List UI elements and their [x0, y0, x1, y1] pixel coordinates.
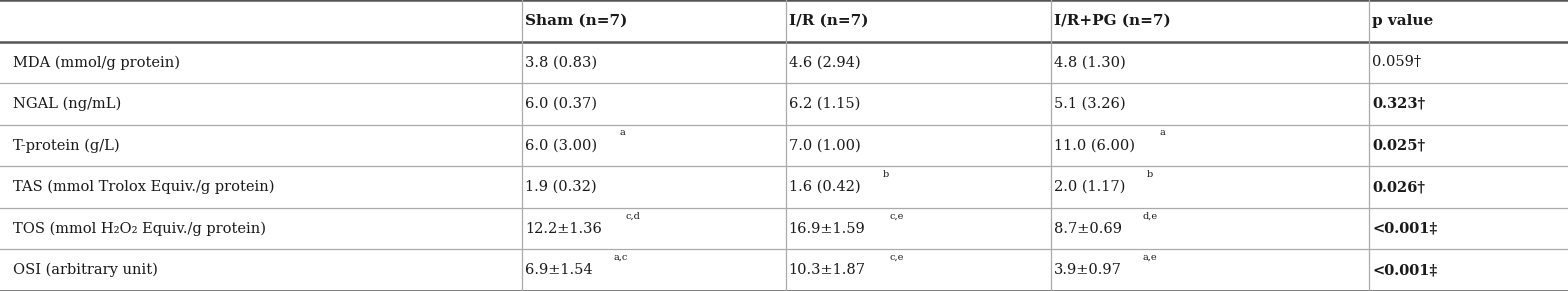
Text: a,c: a,c [613, 253, 629, 262]
Text: b: b [883, 170, 889, 179]
Text: c,d: c,d [626, 212, 641, 221]
Text: <0.001‡: <0.001‡ [1372, 263, 1438, 277]
Text: NGAL (ng/mL): NGAL (ng/mL) [13, 97, 121, 111]
Text: <0.001‡: <0.001‡ [1372, 222, 1438, 236]
Text: 12.2±1.36: 12.2±1.36 [525, 222, 602, 236]
Text: p value: p value [1372, 14, 1433, 28]
Text: 6.0 (0.37): 6.0 (0.37) [525, 97, 597, 111]
Text: Sham (n=7): Sham (n=7) [525, 14, 627, 28]
Text: 6.2 (1.15): 6.2 (1.15) [789, 97, 861, 111]
Text: 6.0 (3.00): 6.0 (3.00) [525, 139, 597, 152]
Text: I/R+PG (n=7): I/R+PG (n=7) [1054, 14, 1170, 28]
Text: 0.059†: 0.059† [1372, 55, 1421, 69]
Text: c,e: c,e [889, 212, 903, 221]
Text: 0.025†: 0.025† [1372, 139, 1425, 152]
Text: 16.9±1.59: 16.9±1.59 [789, 222, 866, 236]
Text: 5.1 (3.26): 5.1 (3.26) [1054, 97, 1126, 111]
Text: 10.3±1.87: 10.3±1.87 [789, 263, 866, 277]
Text: 2.0 (1.17): 2.0 (1.17) [1054, 180, 1126, 194]
Text: TOS (mmol H₂O₂ Equiv./g protein): TOS (mmol H₂O₂ Equiv./g protein) [13, 221, 265, 236]
Text: MDA (mmol/g protein): MDA (mmol/g protein) [13, 55, 180, 70]
Text: 0.026†: 0.026† [1372, 180, 1425, 194]
Text: 4.8 (1.30): 4.8 (1.30) [1054, 55, 1126, 69]
Text: 7.0 (1.00): 7.0 (1.00) [789, 139, 861, 152]
Text: 0.323†: 0.323† [1372, 97, 1425, 111]
Text: I/R (n=7): I/R (n=7) [789, 14, 869, 28]
Text: a: a [619, 128, 626, 137]
Text: a,e: a,e [1143, 253, 1157, 262]
Text: b: b [1148, 170, 1154, 179]
Text: T-protein (g/L): T-protein (g/L) [13, 138, 119, 153]
Text: 1.9 (0.32): 1.9 (0.32) [525, 180, 597, 194]
Text: c,e: c,e [889, 253, 903, 262]
Text: 4.6 (2.94): 4.6 (2.94) [789, 55, 861, 69]
Text: 3.8 (0.83): 3.8 (0.83) [525, 55, 597, 69]
Text: 6.9±1.54: 6.9±1.54 [525, 263, 593, 277]
Text: d,e: d,e [1143, 212, 1157, 221]
Text: a: a [1159, 128, 1165, 137]
Text: OSI (arbitrary unit): OSI (arbitrary unit) [13, 263, 157, 277]
Text: 8.7±0.69: 8.7±0.69 [1054, 222, 1121, 236]
Text: 3.9±0.97: 3.9±0.97 [1054, 263, 1121, 277]
Text: 1.6 (0.42): 1.6 (0.42) [789, 180, 861, 194]
Text: TAS (mmol Trolox Equiv./g protein): TAS (mmol Trolox Equiv./g protein) [13, 180, 274, 194]
Text: 11.0 (6.00): 11.0 (6.00) [1054, 139, 1135, 152]
